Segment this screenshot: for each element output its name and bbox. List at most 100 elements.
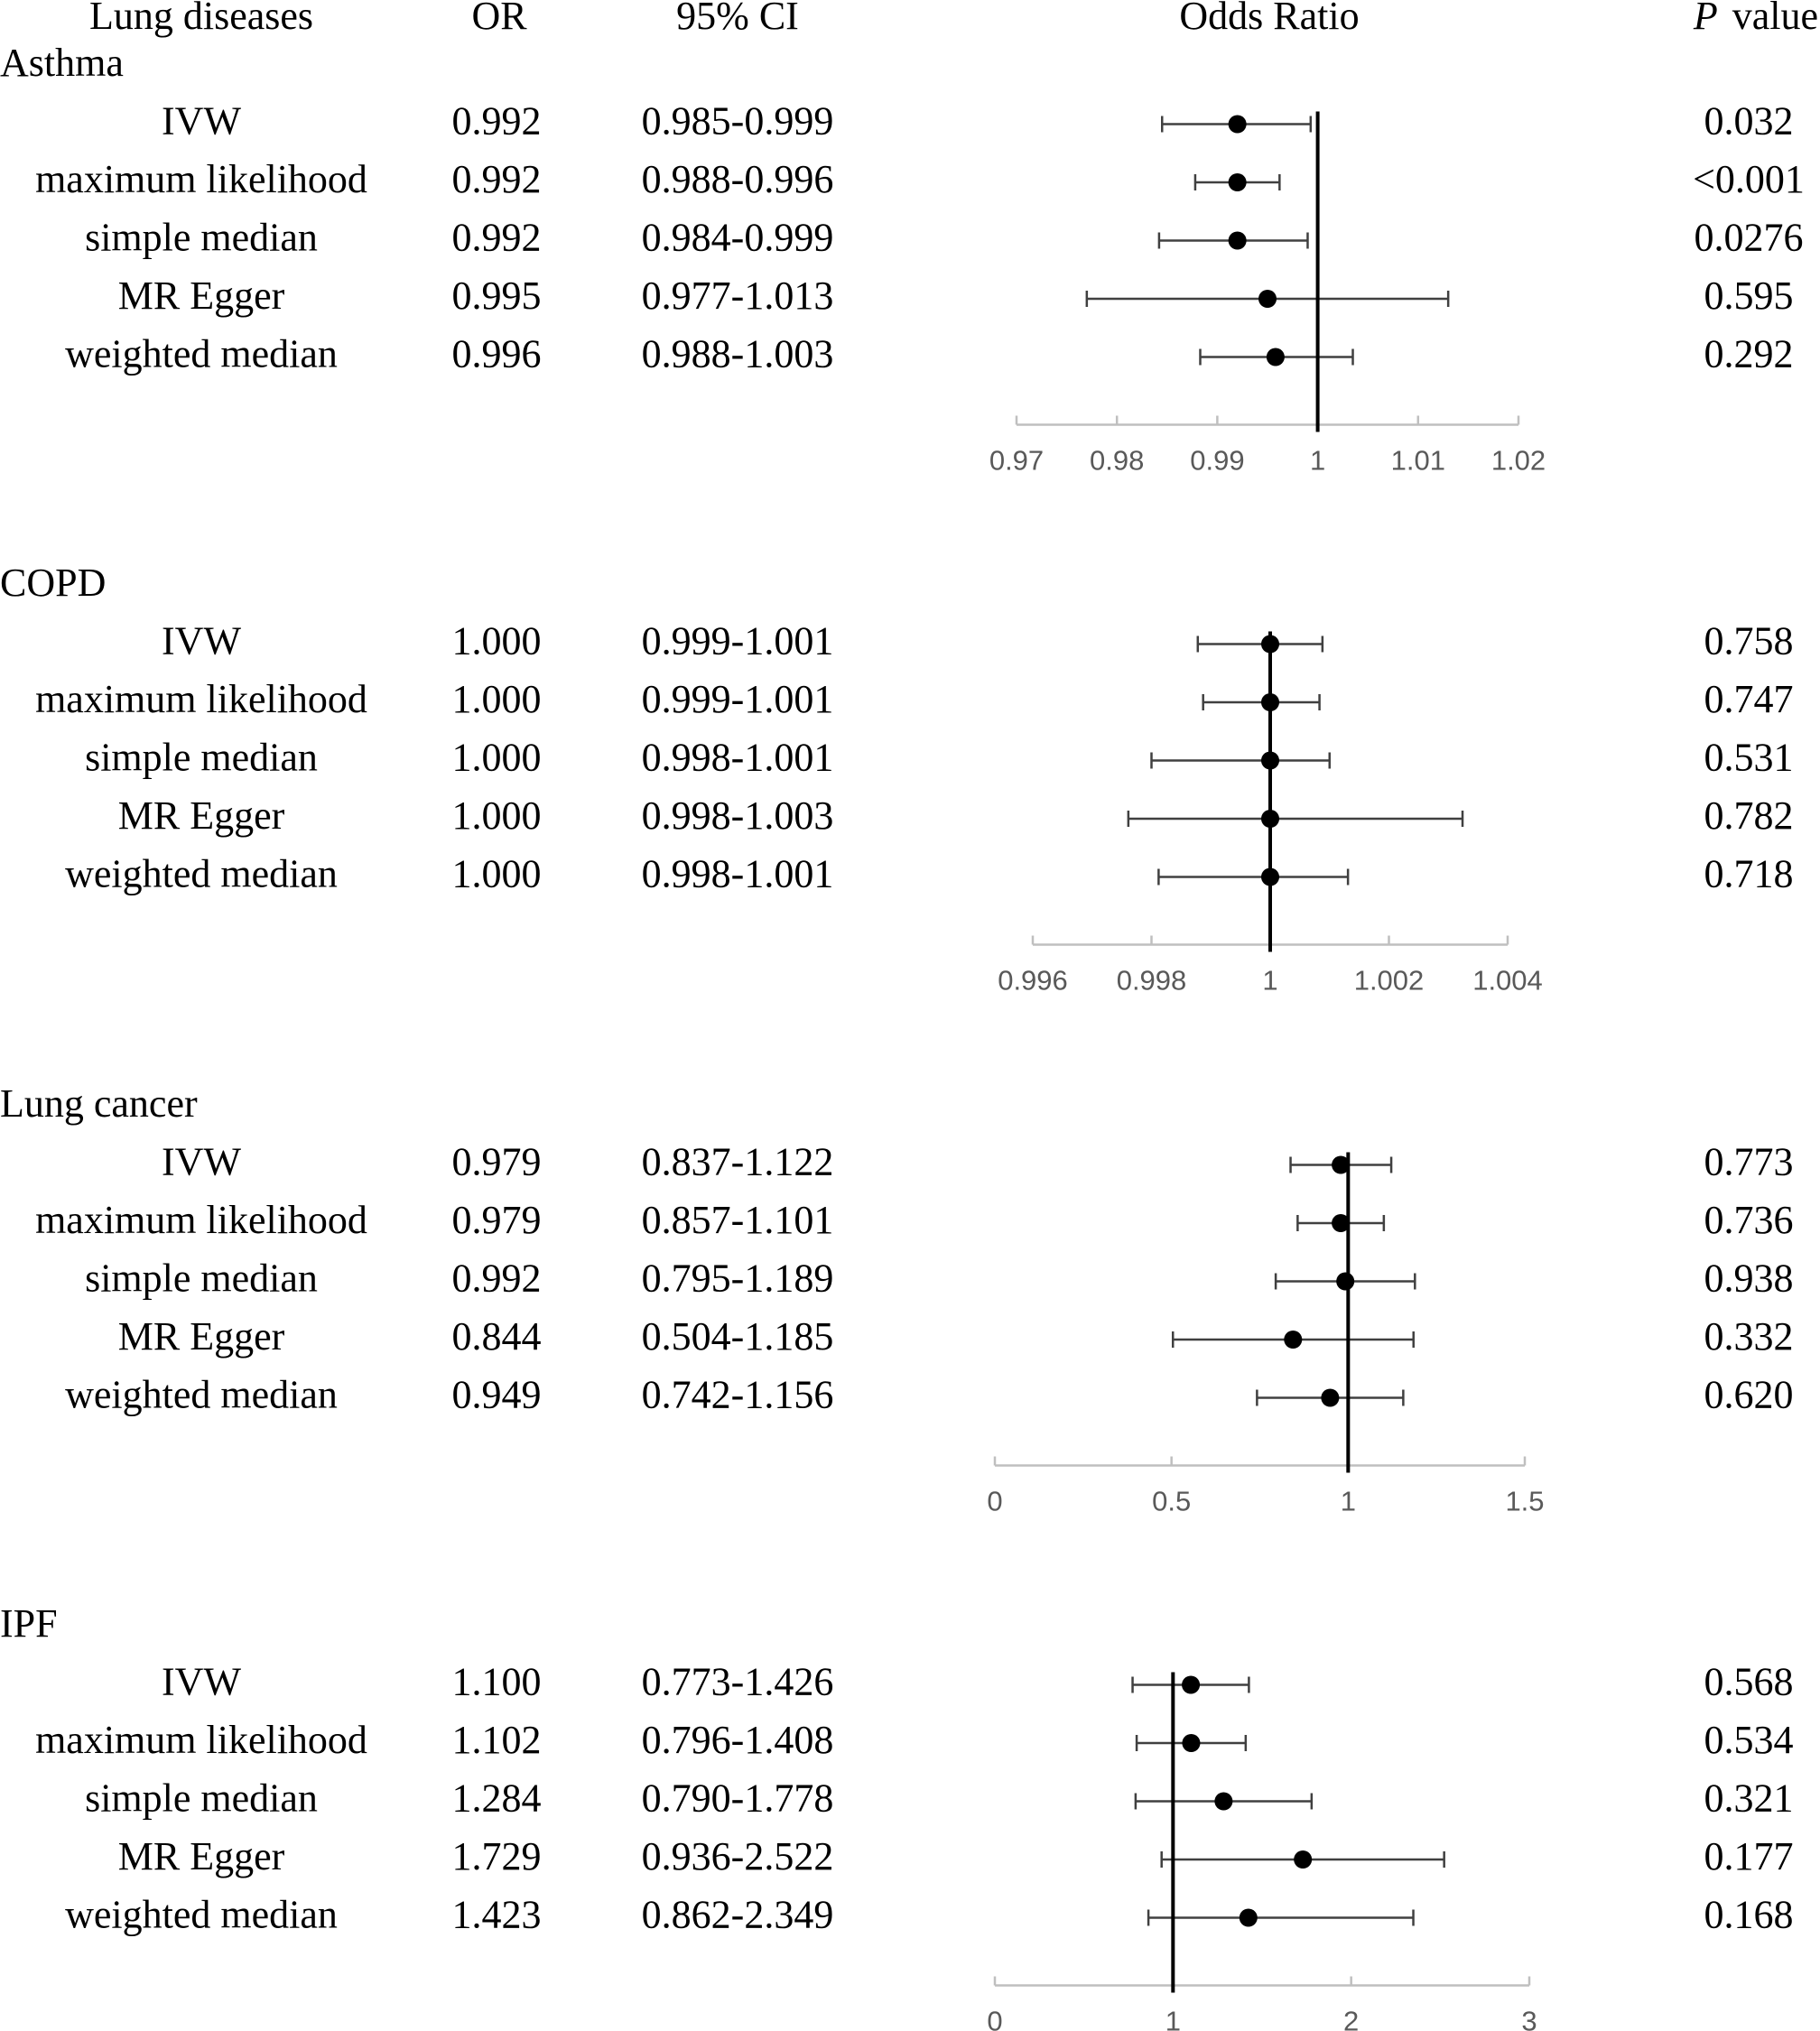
panel-title: Asthma: [0, 41, 124, 85]
method-label: IVW: [162, 1660, 241, 1704]
p-value: 0.938: [1704, 1257, 1794, 1301]
header-ci: 95% CI: [676, 0, 799, 38]
method-label: MR Egger: [118, 274, 285, 318]
p-value: 0.718: [1704, 852, 1794, 896]
x-tick-label: 1.02: [1491, 445, 1546, 477]
p-value: 0.531: [1704, 736, 1794, 780]
or-value: 0.992: [452, 216, 542, 260]
row-mr-egger: MR Egger 0.995 0.977-1.013 0.595: [118, 274, 1794, 318]
row-weighted-median: weighted median 1.000 0.998-1.001 0.718: [65, 852, 1793, 896]
row-weighted-median: weighted median 1.423 0.862-2.349 0.168: [65, 1893, 1793, 1937]
ci-value: 0.988-0.996: [642, 157, 834, 201]
or-value: 0.844: [452, 1314, 542, 1359]
panel-asthma: Asthma 0.97 0.98 0.99 1 1.01 1.02 IVW 0.992 0.985…: [0, 41, 1805, 477]
method-label: weighted median: [65, 852, 338, 896]
x-tick-label: 1.01: [1391, 445, 1445, 477]
point-estimate: [1258, 290, 1277, 308]
point-estimate: [1266, 348, 1285, 366]
or-value: 0.979: [452, 1140, 542, 1184]
point-estimate: [1182, 1734, 1201, 1752]
method-label: maximum likelihood: [35, 1198, 367, 1242]
ci-value: 0.795-1.189: [642, 1257, 834, 1301]
row-weighted-median: weighted median 0.996 0.988-1.003 0.292: [65, 332, 1793, 376]
p-value: 0.321: [1704, 1776, 1794, 1821]
row-simple-median: simple median 1.284 0.790-1.778 0.321: [85, 1776, 1793, 1821]
ci-value: 0.999-1.001: [642, 677, 834, 721]
row-maximum-likelihood: maximum likelihood 0.979 0.857-1.101 0.736: [35, 1198, 1793, 1242]
or-value: 1.000: [452, 793, 542, 838]
x-tick-label: 0: [987, 2006, 1002, 2031]
ci-value: 0.977-1.013: [642, 274, 834, 318]
header-p-italic: P: [1693, 0, 1718, 38]
row-ivw: IVW 1.100 0.773-1.426 0.568: [162, 1660, 1793, 1704]
p-value: 0.168: [1704, 1893, 1794, 1937]
method-label: MR Egger: [118, 1834, 285, 1878]
point-estimate: [1294, 1850, 1313, 1869]
ci-value: 0.796-1.408: [642, 1718, 834, 1762]
panel-copd: COPD 0.996 0.998 1 1.002 1.004 IVW 1.000 0.999-1…: [0, 561, 1794, 997]
x-tick-label: 1: [1310, 445, 1325, 477]
p-value: 0.736: [1704, 1198, 1794, 1242]
row-mr-egger: MR Egger 1.729 0.936-2.522 0.177: [118, 1834, 1794, 1878]
row-maximum-likelihood: maximum likelihood 0.992 0.988-0.996 <0.001: [35, 157, 1805, 201]
panel-title: COPD: [0, 561, 106, 605]
ci-value: 0.985-0.999: [642, 99, 834, 144]
method-label: MR Egger: [118, 793, 285, 838]
header-disease: Lung diseases: [89, 0, 313, 38]
row-mr-egger: MR Egger 1.000 0.998-1.003 0.782: [118, 793, 1794, 838]
p-value: 0.568: [1704, 1660, 1794, 1704]
x-tick-label: 1: [1341, 1486, 1356, 1517]
row-maximum-likelihood: maximum likelihood 1.000 0.999-1.001 0.747: [35, 677, 1793, 721]
method-label: maximum likelihood: [35, 157, 367, 201]
ci-value: 0.936-2.522: [642, 1834, 834, 1878]
x-tick-label: 1.5: [1505, 1486, 1544, 1517]
method-label: MR Egger: [118, 1314, 285, 1359]
or-value: 1.000: [452, 677, 542, 721]
p-value: 0.0276: [1695, 216, 1804, 260]
or-value: 0.996: [452, 332, 542, 376]
method-label: IVW: [162, 1140, 241, 1184]
or-value: 1.423: [452, 1893, 542, 1937]
p-value: 0.032: [1704, 99, 1794, 144]
x-tick-label: 2: [1343, 2006, 1359, 2031]
ci-value: 0.998-1.001: [642, 852, 834, 896]
method-label: weighted median: [65, 1893, 338, 1937]
p-value: 0.332: [1704, 1314, 1794, 1359]
x-tick-label: 1: [1262, 965, 1277, 997]
ci-value: 0.790-1.778: [642, 1776, 834, 1821]
point-estimate: [1228, 173, 1247, 191]
row-simple-median: simple median 0.992 0.984-0.999 0.0276: [85, 216, 1803, 260]
x-tick-label: 0.98: [1090, 445, 1144, 477]
point-estimate: [1336, 1272, 1355, 1291]
or-value: 0.992: [452, 99, 542, 144]
point-estimate: [1182, 1675, 1201, 1694]
x-tick-label: 1: [1165, 2006, 1181, 2031]
ci-value: 0.773-1.426: [642, 1660, 834, 1704]
panel-lung-cancer: Lung cancer 0 0.5 1 1.5 IVW 0.979 0.837-1.122 0.…: [0, 1081, 1794, 1517]
method-label: simple median: [85, 216, 318, 260]
method-label: maximum likelihood: [35, 677, 367, 721]
or-value: 1.000: [452, 736, 542, 780]
ci-value: 0.837-1.122: [642, 1140, 834, 1184]
or-value: 1.000: [452, 852, 542, 896]
method-label: IVW: [162, 619, 241, 663]
p-value: 0.595: [1704, 274, 1794, 318]
ci-value: 0.857-1.101: [642, 1198, 834, 1242]
p-value: 0.620: [1704, 1373, 1794, 1417]
ci-value: 0.742-1.156: [642, 1373, 834, 1417]
row-ivw: IVW 0.979 0.837-1.122 0.773: [162, 1140, 1793, 1184]
point-estimate: [1284, 1331, 1303, 1349]
row-simple-median: simple median 1.000 0.998-1.001 0.531: [85, 736, 1793, 780]
method-label: simple median: [85, 1257, 318, 1301]
point-estimate: [1332, 1155, 1351, 1174]
point-estimate: [1239, 1908, 1258, 1927]
header-odds-ratio: Odds Ratio: [1179, 0, 1359, 38]
method-label: weighted median: [65, 332, 338, 376]
p-value: 0.292: [1704, 332, 1794, 376]
or-value: 0.949: [452, 1373, 542, 1417]
ci-value: 0.504-1.185: [642, 1314, 834, 1359]
ci-value: 0.862-2.349: [642, 1893, 834, 1937]
method-label: weighted median: [65, 1373, 338, 1417]
